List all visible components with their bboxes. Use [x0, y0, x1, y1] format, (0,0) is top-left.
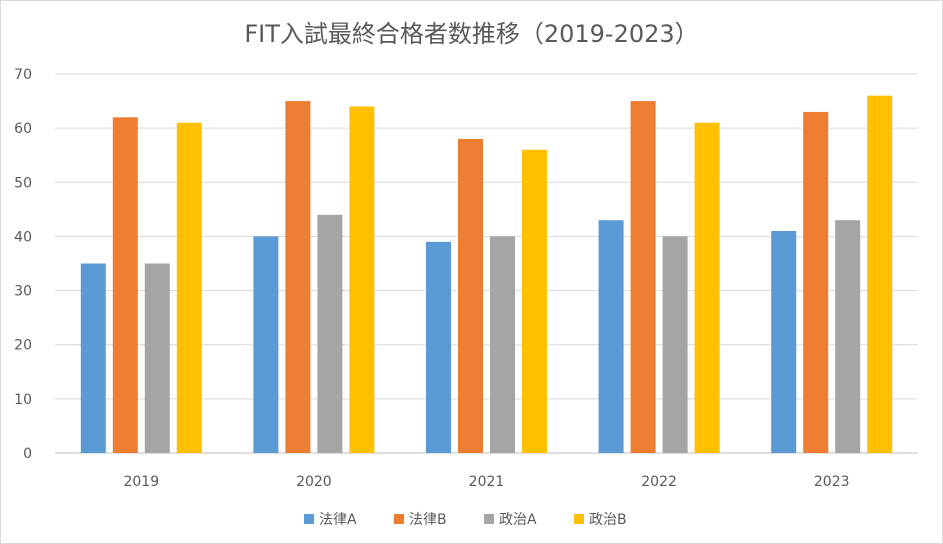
legend-swatch: [394, 514, 404, 524]
bar-法律A-2022: [598, 220, 624, 453]
legend-label: 法律B: [409, 512, 447, 528]
y-tick-label: 30: [14, 284, 32, 300]
bar-法律B-2020: [285, 101, 311, 454]
bar-政治B-2020: [349, 106, 375, 453]
bar-政治A-2020: [317, 214, 343, 453]
y-tick-label: 70: [14, 67, 32, 83]
x-tick-label: 2019: [123, 474, 159, 490]
x-tick-label: 2020: [296, 474, 332, 490]
bar-法律B-2022: [630, 101, 656, 454]
y-tick-label: 60: [14, 121, 32, 137]
bar-政治A-2019: [144, 263, 170, 453]
bar-政治B-2019: [176, 122, 202, 453]
x-tick-label: 2023: [814, 474, 850, 490]
y-tick-label: 10: [14, 392, 32, 408]
bar-法律A-2019: [80, 263, 106, 453]
y-tick-label: 20: [14, 338, 32, 354]
bar-法律A-2020: [253, 236, 279, 453]
bar-政治A-2021: [490, 236, 515, 453]
legend-swatch: [574, 514, 584, 524]
bar-法律A-2021: [426, 241, 451, 453]
legend-label: 法律A: [319, 512, 357, 528]
legend-swatch: [484, 514, 494, 524]
chart-title: FIT入試最終合格者数推移（2019-2023）: [244, 20, 699, 48]
legend-label: 政治A: [499, 512, 537, 528]
bar-政治B-2021: [522, 149, 547, 454]
bar-政治B-2023: [867, 95, 893, 454]
x-tick-label: 2022: [641, 474, 677, 490]
bar-法律B-2021: [458, 138, 483, 453]
bar-政治A-2023: [835, 220, 861, 453]
bar-法律A-2023: [771, 231, 797, 453]
y-tick-label: 40: [14, 229, 32, 245]
y-tick-label: 0: [23, 446, 32, 462]
bar-政治B-2022: [694, 122, 720, 453]
legend-label: 政治B: [589, 512, 627, 528]
y-tick-label: 50: [14, 175, 32, 191]
x-tick-label: 2021: [469, 474, 505, 490]
legend-swatch: [304, 514, 314, 524]
bar-政治A-2022: [662, 236, 688, 453]
bar-法律B-2023: [803, 111, 829, 454]
bar-法律B-2019: [112, 117, 138, 454]
